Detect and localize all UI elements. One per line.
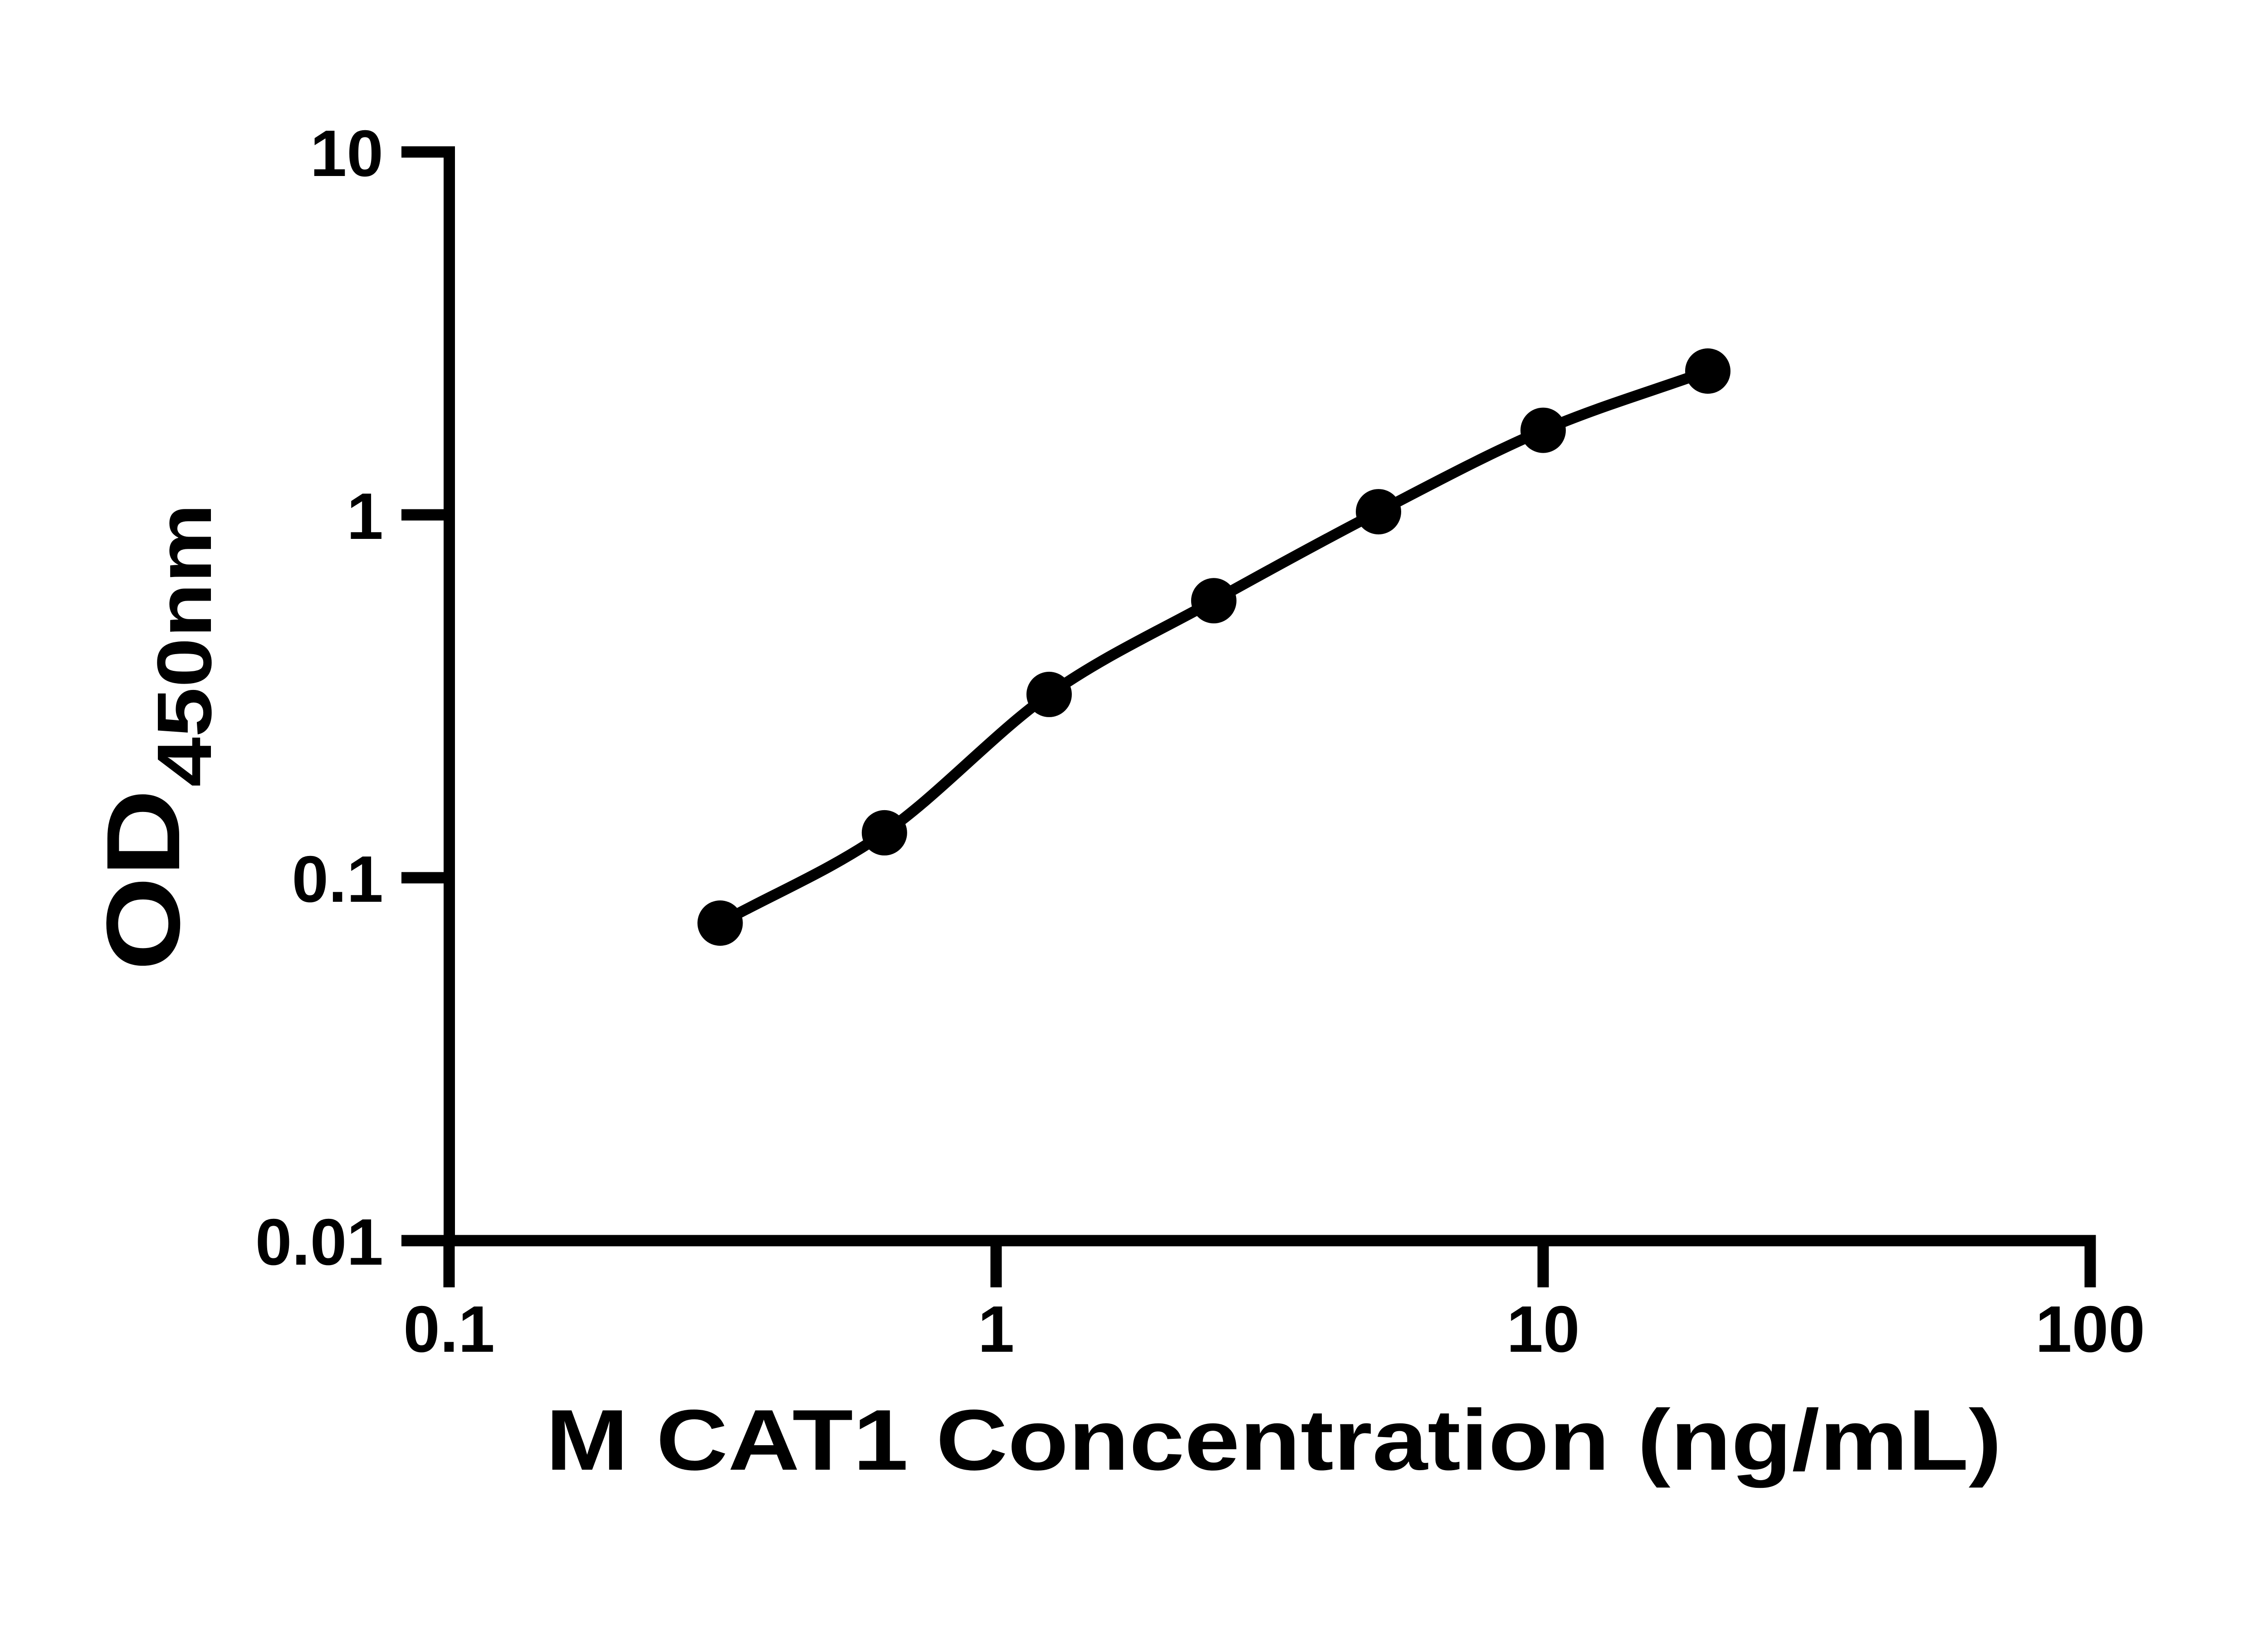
y-axis-title: OD 450nm — [85, 504, 228, 971]
data-point-marker — [1685, 348, 1730, 394]
y-axis-title-subscript: 450nm — [142, 504, 228, 787]
axis-ticks: 0.1 1 10 100 10 1 0.1 0.01 — [255, 117, 2145, 1366]
data-point-marker — [697, 900, 743, 946]
data-point-marker — [861, 810, 907, 856]
data-point-marker — [1191, 578, 1237, 624]
y-tick-label: 0.1 — [292, 842, 383, 916]
x-axis-title: M CAT1 Concentration (ng/mL) — [546, 1392, 2002, 1488]
x-tick-label: 1 — [978, 1292, 1015, 1366]
x-tick-label: 100 — [2035, 1292, 2145, 1366]
plot-area — [697, 348, 1730, 946]
data-point-marker — [1026, 671, 1072, 717]
data-point-marker — [1520, 407, 1566, 453]
y-tick-label: 10 — [310, 117, 383, 190]
x-tick-label: 0.1 — [403, 1292, 495, 1366]
data-point-marker — [1356, 489, 1401, 535]
y-tick-label: 0.01 — [255, 1205, 383, 1279]
x-tick-label: 10 — [1506, 1292, 1579, 1366]
y-tick-label: 1 — [347, 479, 383, 553]
y-axis-title-main: OD — [85, 789, 201, 971]
